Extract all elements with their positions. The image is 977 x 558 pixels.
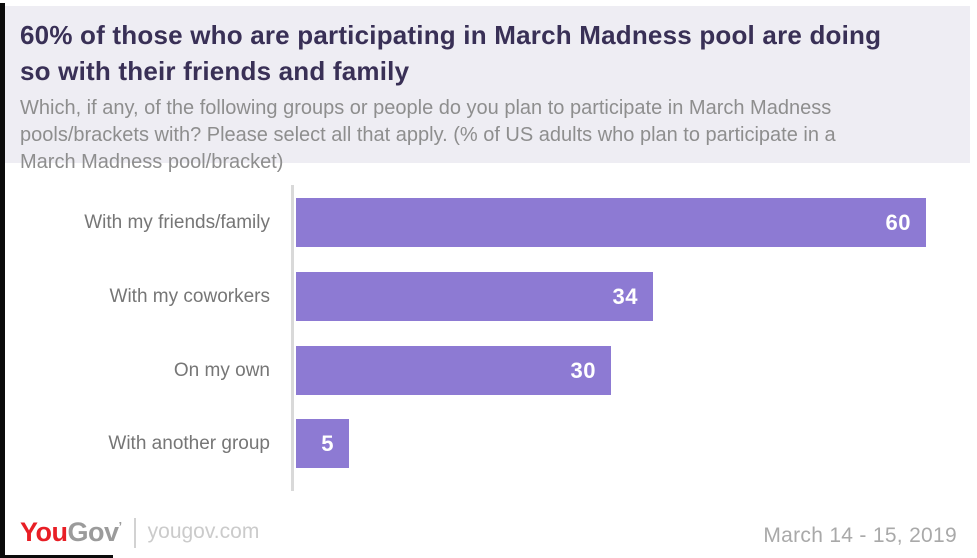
bar-value-label: 34 xyxy=(612,283,638,309)
bar-row-coworkers: With my coworkers 34 xyxy=(0,272,977,321)
logo-divider xyxy=(133,517,136,548)
bar-coworkers: 34 xyxy=(296,272,653,321)
logo-trademark-icon: ’ xyxy=(118,519,123,534)
bar-chart: With my friends/family 60 With my cowork… xyxy=(0,185,977,492)
footer: YouGov’ yougov.com March 14 - 15, 2019 xyxy=(20,517,957,548)
screenshot-bottom-border xyxy=(0,555,113,558)
chart-title: 60% of those who are participating in Ma… xyxy=(20,20,882,86)
screenshot-left-border xyxy=(0,3,5,558)
category-label: On my own xyxy=(173,360,270,381)
y-axis-line xyxy=(291,185,294,491)
logo-you: You xyxy=(20,517,68,547)
yougov-logo: YouGov’ yougov.com xyxy=(20,517,259,548)
bar-row-another-group: With another group 5 xyxy=(0,419,977,468)
chart-header: 60% of those who are participating in Ma… xyxy=(5,6,970,173)
bar-value-label: 5 xyxy=(321,430,334,456)
category-label: With my coworkers xyxy=(109,286,270,307)
chart-subtitle: Which, if any, of the following groups o… xyxy=(20,97,836,173)
category-label: With my friends/family xyxy=(84,212,270,233)
logo-gov: Gov xyxy=(67,517,120,547)
bar-on-my-own: 30 xyxy=(296,346,611,395)
bar-value-label: 60 xyxy=(885,209,911,235)
bar-row-on-my-own: On my own 30 xyxy=(0,346,977,395)
bar-row-friends-family: With my friends/family 60 xyxy=(0,198,977,247)
fieldwork-dates: March 14 - 15, 2019 xyxy=(763,524,957,547)
category-label: With another group xyxy=(108,433,270,454)
yougov-logo-text: YouGov’ xyxy=(20,517,122,548)
yougov-url: yougov.com xyxy=(147,519,260,543)
bar-friends-family: 60 xyxy=(296,198,926,247)
bar-value-label: 30 xyxy=(570,357,596,383)
bar-another-group: 5 xyxy=(296,419,349,468)
